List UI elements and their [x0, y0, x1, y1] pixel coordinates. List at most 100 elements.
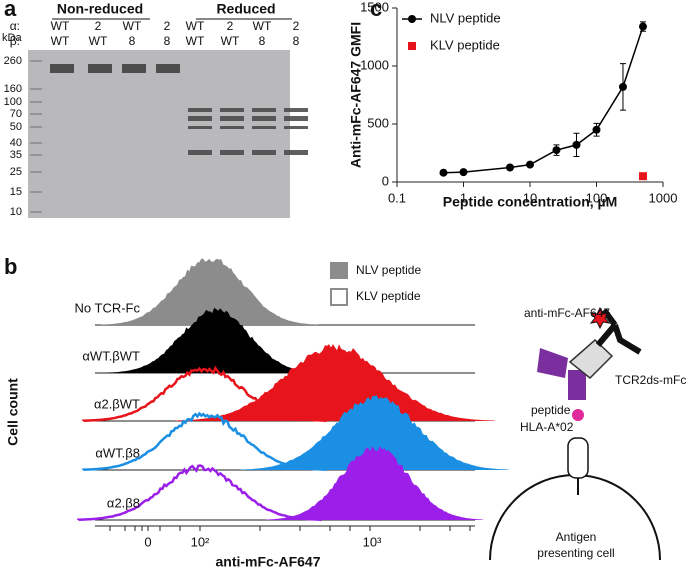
point [618, 82, 627, 91]
lane-label: 2 [164, 19, 171, 33]
y-tick-label: 500 [367, 115, 389, 130]
gel-band [88, 64, 112, 73]
gel-band [188, 150, 212, 155]
x-tick-label: 0 [144, 534, 151, 549]
legend-swatch [330, 288, 348, 306]
label: peptide [531, 403, 571, 417]
gel-band [284, 116, 308, 121]
ladder-label: 40 [10, 137, 22, 149]
ladder-label: 50 [10, 121, 22, 133]
gel-band [122, 64, 146, 73]
legend-swatch [330, 262, 348, 279]
antibody [595, 308, 642, 355]
gel-band [284, 108, 308, 112]
lane-label: WT [253, 19, 272, 33]
histogram [266, 445, 484, 520]
ladder-label: 25 [10, 166, 22, 178]
point [505, 163, 514, 172]
histograms [77, 258, 510, 531]
gel-band [220, 150, 244, 155]
panel-label: a [4, 0, 17, 21]
histogram [106, 307, 324, 373]
diagram: anti-mFc-AF647 TCR2ds-mFc peptide HLA-A*… [489, 306, 686, 560]
lane-label: 2 [95, 19, 102, 33]
ladder-label: 10 [10, 206, 22, 218]
point [439, 168, 448, 177]
peptide [572, 409, 584, 421]
ladder-label: 35 [10, 149, 22, 161]
gel-band [188, 116, 212, 121]
ladder-label: 100 [4, 96, 22, 108]
y-axis-label: Anti-mFc-AF647 GMFI [348, 22, 364, 168]
label: presenting cell [537, 546, 614, 560]
x-tick-label: 0.1 [388, 190, 406, 205]
y-axis-label: Cell count [5, 378, 21, 446]
x-axis-label: Peptide concentration, µM [443, 194, 618, 210]
label: anti-mFc-AF647 [524, 306, 610, 320]
row-label: α2.β8 [107, 495, 140, 510]
legend-label: KLV peptide [430, 37, 500, 52]
gel-band [188, 108, 212, 112]
label: Antigen [556, 530, 597, 544]
gel-band [220, 108, 244, 112]
histogram [101, 258, 319, 325]
x-tick-label: 10³ [363, 534, 382, 549]
lane-label: 8 [259, 34, 266, 48]
tcr-domain [537, 348, 568, 378]
y-tick-label: 1000 [360, 57, 389, 72]
x-tick-label: 100 [586, 190, 608, 205]
x-tick-label: 1000 [649, 190, 678, 205]
legend-marker [408, 42, 416, 50]
fluorophore [589, 306, 611, 330]
y-tick-label: 0 [382, 173, 389, 188]
lane-label: WT [186, 34, 205, 48]
fc [568, 338, 614, 380]
gel-band [220, 116, 244, 121]
x-tick-label: 10 [523, 190, 537, 205]
histogram-outline [77, 464, 322, 522]
lane-label: 8 [293, 34, 300, 48]
gel-bands [30, 60, 308, 213]
panel-label: b [4, 254, 17, 279]
point [459, 168, 468, 177]
gel-band [252, 116, 276, 121]
mhc [567, 437, 589, 479]
gel-band [284, 126, 308, 129]
label: TCR2ds-mFc [615, 373, 686, 387]
lane-label: WT [123, 19, 142, 33]
lane-label: 8 [129, 34, 136, 48]
point [592, 125, 601, 134]
row-label: αWT.β8 [95, 445, 140, 460]
lane-label: 8 [164, 34, 171, 48]
row-label: β: [10, 34, 20, 48]
panel-label: c [370, 0, 382, 21]
legend-label: NLV peptide [430, 10, 501, 25]
gel-band [50, 64, 74, 73]
lane-label: 2 [227, 19, 234, 33]
group-label: Reduced [216, 1, 275, 17]
lane-label: WT [51, 19, 70, 33]
histogram [240, 395, 510, 470]
histogram-outline [82, 365, 327, 423]
gel-band [188, 126, 212, 129]
group-label: Non-reduced [57, 1, 143, 17]
row-label: No TCR-Fc [75, 300, 141, 315]
label: HLA-A*02 [520, 420, 574, 434]
x-axis-label: anti-mFc-AF647 [215, 554, 320, 570]
point [552, 146, 561, 155]
histogram [175, 344, 495, 421]
histogram-outline [82, 411, 327, 472]
gel-band [284, 150, 308, 155]
lane-label: WT [221, 34, 240, 48]
legend-label: NLV peptide [356, 263, 421, 277]
lane-label: WT [186, 19, 205, 33]
y-tick-label: 1500 [360, 0, 389, 14]
ladder-label: 15 [10, 186, 22, 198]
row-label: αWT.βWT [82, 348, 140, 363]
lane-label: 2 [293, 19, 300, 33]
x-tick-label: 10² [191, 534, 210, 549]
point [526, 160, 534, 169]
gel-band [252, 150, 276, 155]
gel-band [252, 108, 276, 112]
